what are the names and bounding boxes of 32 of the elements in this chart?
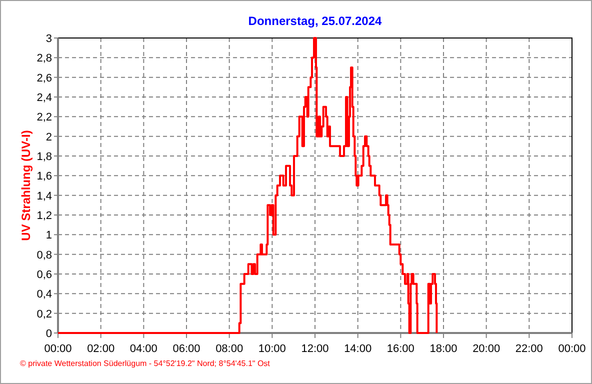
y-tick-label: 1,4 xyxy=(36,190,52,202)
y-tick-label: 1,6 xyxy=(36,170,52,183)
chart-title: Donnerstag, 25.07.2024 xyxy=(248,14,382,28)
y-tick-label: 0,2 xyxy=(36,308,52,320)
y-tick-label: 2,2 xyxy=(36,112,52,124)
y-tick-label: 0 xyxy=(46,328,52,340)
x-tick-label: 06:00 xyxy=(172,343,200,355)
y-tick-label: 1,8 xyxy=(36,151,52,163)
x-tick-label: 02:00 xyxy=(87,343,115,355)
x-tick-label: 14:00 xyxy=(344,343,372,355)
y-tick-label: 2 xyxy=(46,131,52,144)
y-tick-label: 0,6 xyxy=(36,269,52,281)
y-tick-label: 3 xyxy=(46,33,52,45)
y-tick-label: 1,2 xyxy=(36,210,52,222)
x-tick-label: 08:00 xyxy=(216,343,244,355)
y-tick-label: 2,8 xyxy=(36,52,52,65)
y-tick-label: 1 xyxy=(46,230,52,242)
x-tick-label: 10:00 xyxy=(258,343,286,355)
y-tick-label: 2,6 xyxy=(36,72,52,84)
x-tick-label: 20:00 xyxy=(472,343,500,355)
x-tick-label: 12:00 xyxy=(301,343,329,355)
y-tick-label: 0,4 xyxy=(36,288,52,301)
x-tick-label: 16:00 xyxy=(386,343,414,355)
text: © private Wetterstation Süderlügum - 54°52'19.2" Nord; 8°54'45.1" Ost xyxy=(20,359,271,368)
y-tick-label: 2,4 xyxy=(36,92,52,104)
y-tick-label: 0,8 xyxy=(36,249,52,262)
x-tick-label: 22:00 xyxy=(515,343,543,355)
y-axis-title: UV Strahlung (UV-I) xyxy=(19,130,33,241)
x-tick-label: 18:00 xyxy=(430,343,458,355)
x-tick-label: 00:00 xyxy=(44,343,72,355)
x-tick-label: 04:00 xyxy=(130,343,158,355)
x-tick-label: 00:00 xyxy=(558,343,586,355)
